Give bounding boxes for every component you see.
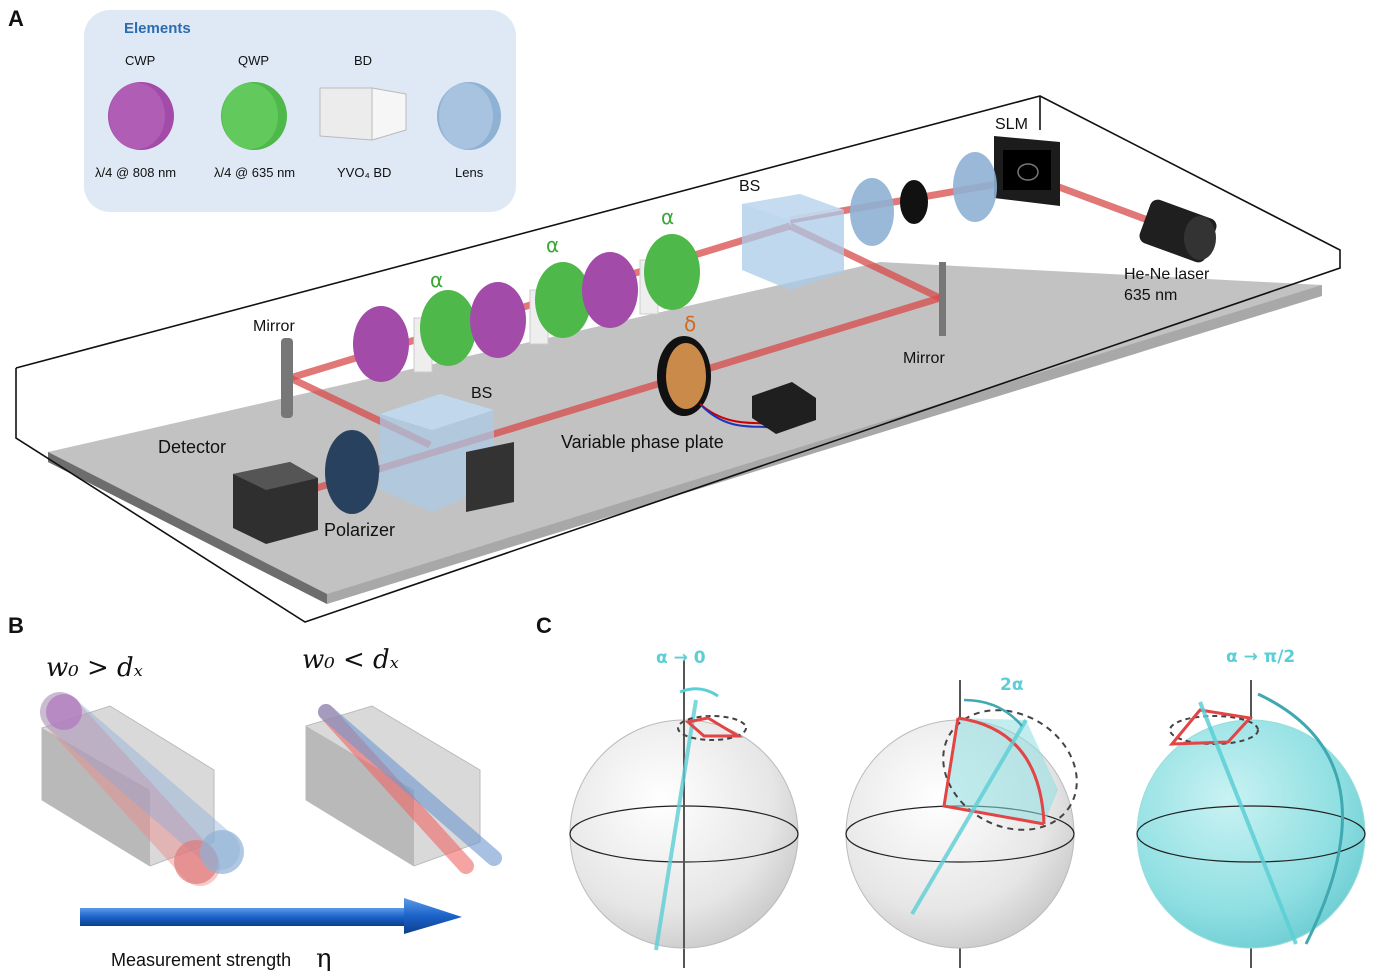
variable-phase-plate xyxy=(657,336,816,434)
mirror-right-label: Mirror xyxy=(903,350,945,367)
slm xyxy=(994,136,1060,206)
legend-title: Elements xyxy=(124,20,191,37)
sphere-2-label: 2α xyxy=(1000,675,1024,695)
condition-right: w₀ < dₓ xyxy=(302,645,399,675)
condition-left: w₀ > dₓ xyxy=(46,653,143,683)
legend-qwp-name: QWP xyxy=(238,53,269,68)
optical-table xyxy=(48,262,1322,604)
bloch-sphere-2 xyxy=(845,680,1078,968)
beam-splitter-bottom xyxy=(380,394,514,512)
bs-top-label: BS xyxy=(739,178,760,195)
bloch-sphere-3 xyxy=(1136,680,1366,968)
legend-qwp-spec: λ/4 @ 635 nm xyxy=(214,165,295,180)
polarizer xyxy=(325,430,379,514)
mirror-left-label: Mirror xyxy=(253,318,295,335)
eta-symbol: η xyxy=(316,944,332,971)
he-ne-laser xyxy=(1139,199,1217,263)
sphere-3-label: α → π/2 xyxy=(1226,647,1295,667)
mirror-right xyxy=(939,262,946,336)
legend-bd-spec: YVO₄ BD xyxy=(337,165,391,180)
bs-bottom-label: BS xyxy=(471,385,492,402)
laser-label-2: 635 nm xyxy=(1124,287,1177,304)
weak-measurement-crystal xyxy=(40,692,244,886)
arrow-label: Measurement strength xyxy=(111,950,291,970)
detector-label: Detector xyxy=(158,437,226,457)
beam-splitter-top xyxy=(742,194,844,290)
delta-label: δ xyxy=(684,312,696,336)
legend-cwp-name: CWP xyxy=(125,53,155,68)
aperture xyxy=(900,180,928,224)
lens-1 xyxy=(953,152,997,222)
waveplate-sequence xyxy=(353,234,700,382)
slm-label: SLM xyxy=(995,116,1028,133)
alpha-label-1: α xyxy=(430,268,443,292)
legend-bd-name: BD xyxy=(354,53,372,68)
alpha-label-2: α xyxy=(546,233,559,257)
strong-measurement-crystal xyxy=(305,704,502,874)
detector xyxy=(233,462,318,544)
laser-label-1: He-Ne laser xyxy=(1124,266,1210,283)
alpha-label-3: α xyxy=(661,205,674,229)
enclosure-outline xyxy=(15,95,1341,623)
mirror-left xyxy=(281,338,293,418)
legend-cwp-spec: λ/4 @ 808 nm xyxy=(95,165,176,180)
bloch-sphere-1 xyxy=(569,660,799,968)
panel-b-letter: B xyxy=(8,613,24,638)
phase-plate-label: Variable phase plate xyxy=(561,432,724,452)
lens-2 xyxy=(850,178,894,246)
legend-lens-label: Lens xyxy=(455,165,484,180)
polarizer-label: Polarizer xyxy=(324,520,395,540)
elements-legend: Elements CWP QWP BD λ/4 @ 808 nm λ/4 @ 6… xyxy=(84,10,516,212)
panel-c-letter: C xyxy=(536,613,552,638)
measurement-strength-arrow xyxy=(80,898,462,934)
bd-swatch xyxy=(319,87,407,141)
panel-a-letter: A xyxy=(8,6,24,31)
sphere-1-label: α → 0 xyxy=(656,648,706,668)
